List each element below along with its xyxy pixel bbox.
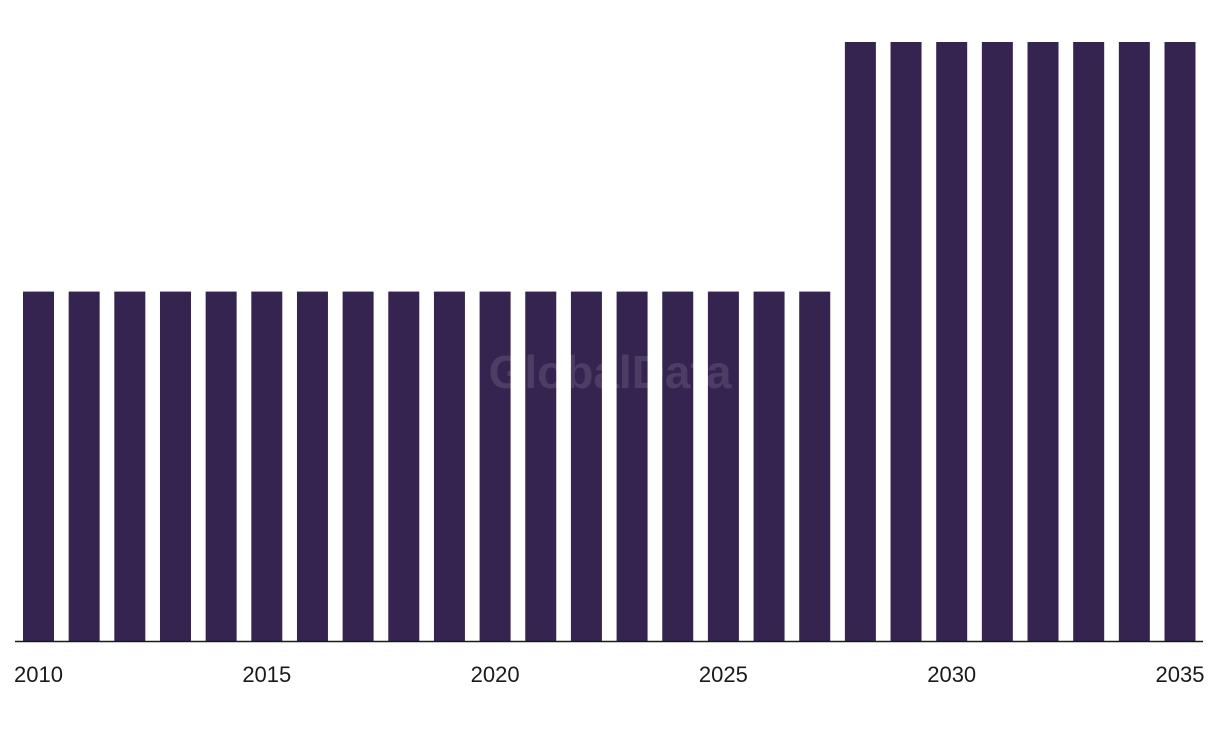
bar-2024 xyxy=(662,291,694,641)
x-tick-label-2020: 2020 xyxy=(471,662,520,687)
bar-2010 xyxy=(23,291,54,641)
bar-2032 xyxy=(1027,42,1059,641)
bar-2018 xyxy=(388,291,420,641)
x-tick-label-2030: 2030 xyxy=(927,662,976,687)
bar-2033 xyxy=(1073,42,1105,641)
bar-2031 xyxy=(981,42,1013,641)
bar-2013 xyxy=(159,291,191,641)
bar-2029 xyxy=(890,42,922,641)
x-tick-label-2015: 2015 xyxy=(242,662,291,687)
bar-2020 xyxy=(479,291,511,641)
bar-2016 xyxy=(296,291,328,641)
bar-2012 xyxy=(114,291,146,641)
bar-2015 xyxy=(251,291,283,641)
bar-2025 xyxy=(707,291,739,641)
watermark-text: GlobalData xyxy=(489,346,732,398)
bar-2034 xyxy=(1118,42,1150,641)
x-tick-label-2025: 2025 xyxy=(699,662,748,687)
bar-2017 xyxy=(342,291,374,641)
bars-group xyxy=(23,42,1196,641)
bar-2030 xyxy=(936,42,968,641)
bar-2023 xyxy=(616,291,648,641)
bar-2019 xyxy=(433,291,465,641)
x-tick-label-2010: 2010 xyxy=(14,662,63,687)
bar-2035 xyxy=(1164,42,1196,641)
x-tick-label-2035: 2035 xyxy=(1156,662,1205,687)
x-tick-labels: 2010 2015 2020 2025 2030 2035 xyxy=(14,662,1204,687)
bar-2011 xyxy=(68,291,100,641)
bar-2027 xyxy=(799,291,831,641)
bar-2026 xyxy=(753,291,785,641)
bar-2028 xyxy=(844,42,876,641)
bar-2022 xyxy=(570,291,602,641)
bar-2014 xyxy=(205,291,237,641)
bar-2021 xyxy=(525,291,557,641)
